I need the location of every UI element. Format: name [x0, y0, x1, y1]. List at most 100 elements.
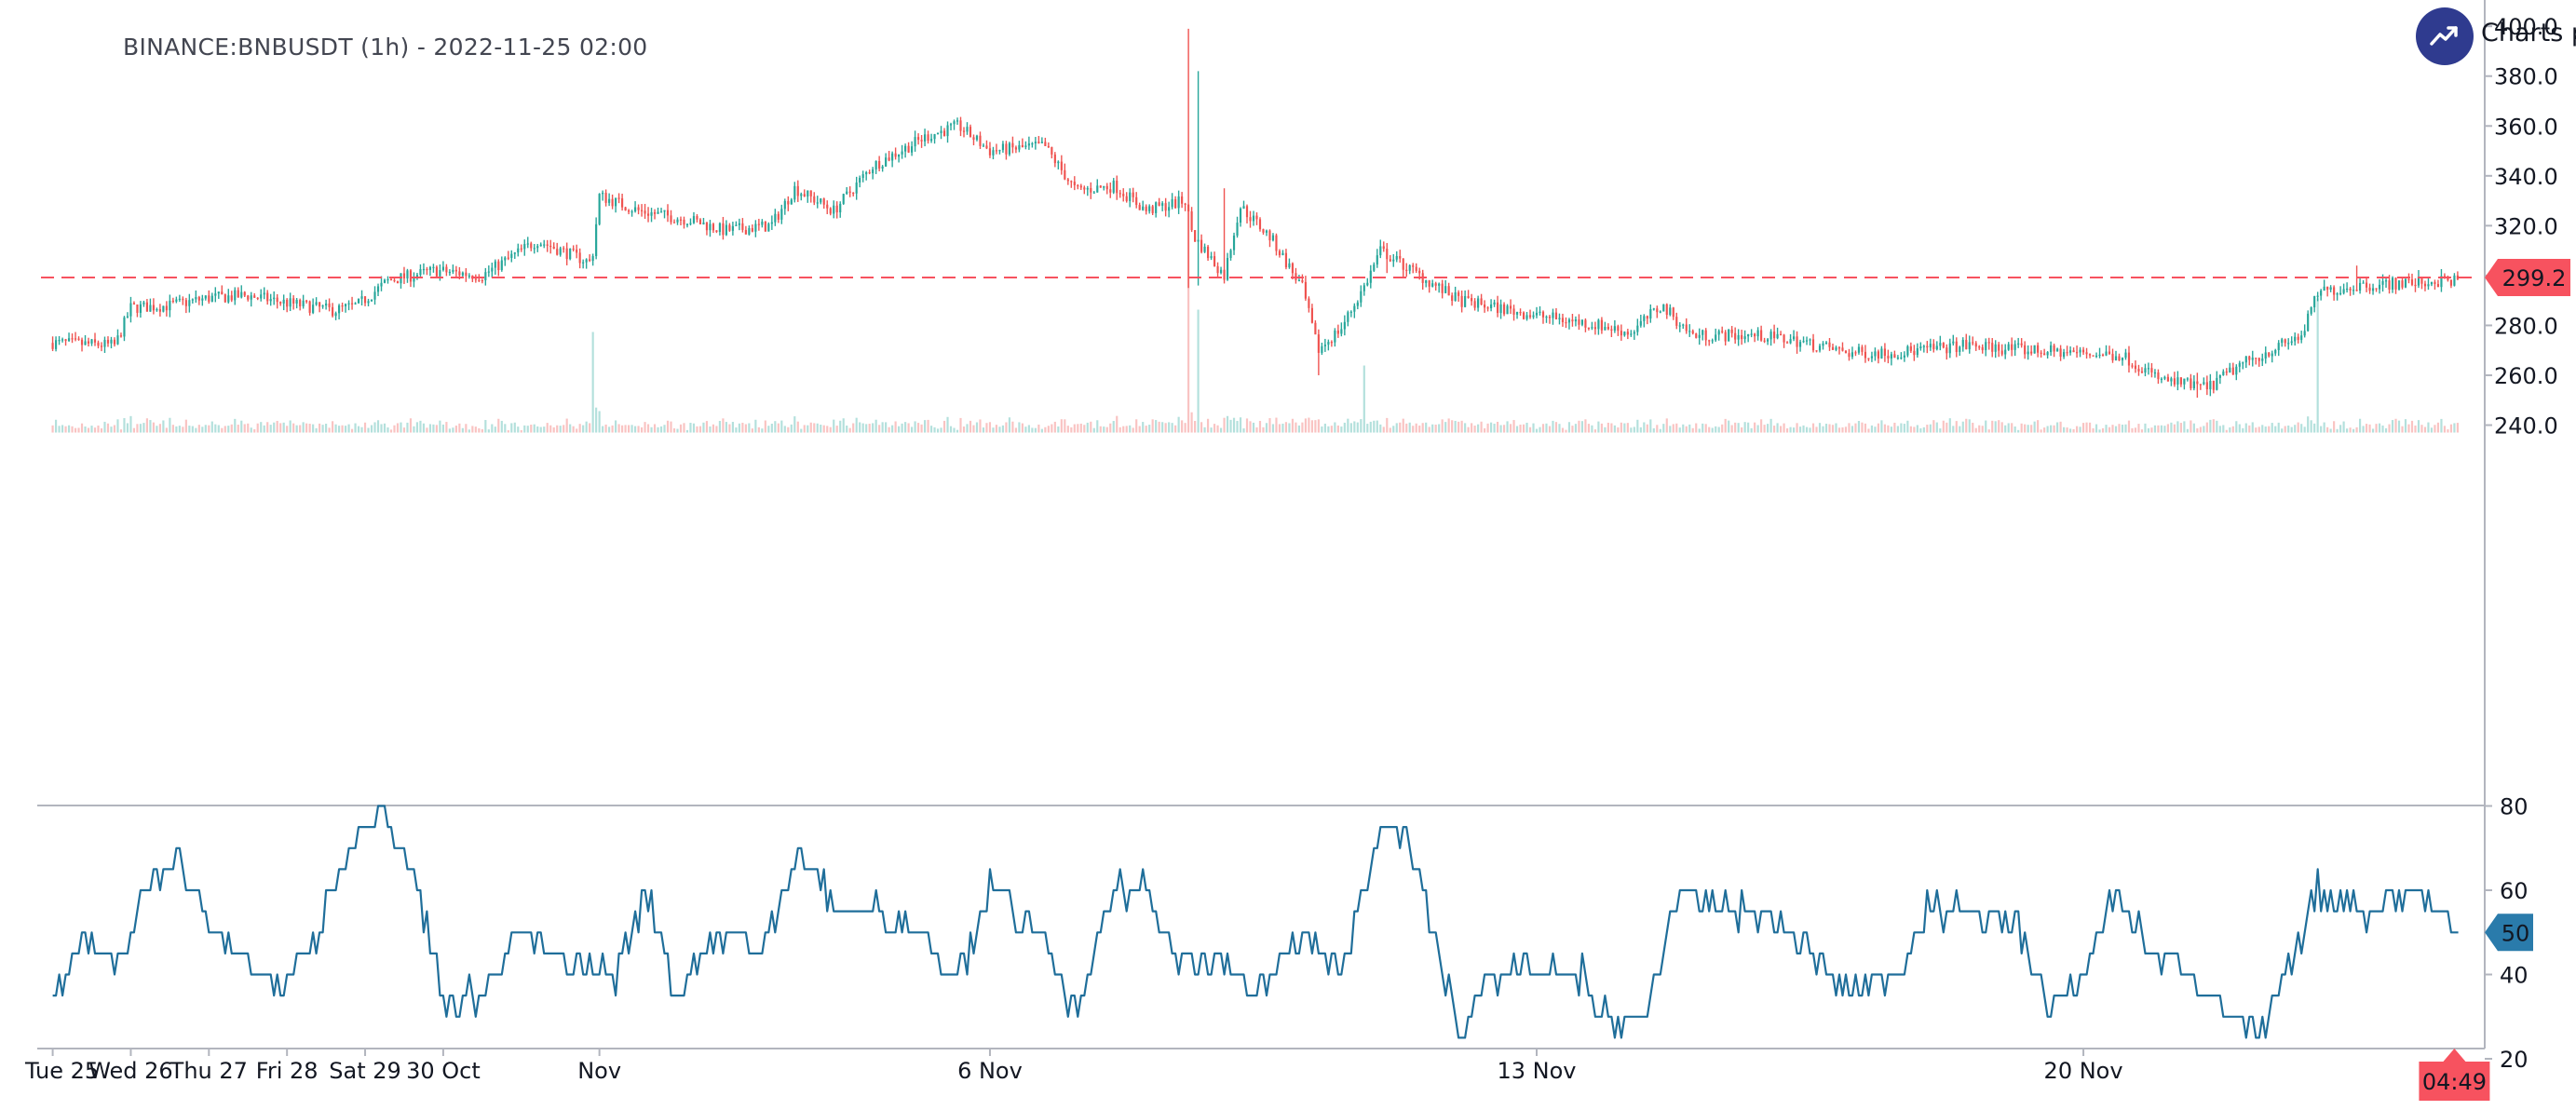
- candle-body: [1213, 256, 1216, 266]
- volume-bar: [354, 423, 357, 433]
- volume-bar: [1275, 417, 1278, 433]
- candle-body: [872, 169, 874, 174]
- volume-bar: [1916, 425, 1918, 433]
- candle-body: [350, 303, 354, 305]
- candle-body: [1978, 346, 1981, 348]
- volume-bar: [2307, 416, 2310, 433]
- volume-bar: [332, 421, 334, 433]
- candle-body: [582, 262, 585, 264]
- volume-bar: [240, 420, 243, 433]
- candle-body: [344, 304, 347, 306]
- candle-body: [953, 121, 956, 125]
- candle-body: [2336, 293, 2339, 295]
- volume-bar: [1607, 422, 1609, 433]
- candle-body: [722, 223, 725, 236]
- volume-bar: [2242, 427, 2244, 433]
- candle-body: [800, 194, 803, 196]
- candle-body: [2085, 352, 2088, 355]
- trend-up-icon[interactable]: [2416, 7, 2474, 65]
- candle-body: [201, 298, 204, 301]
- candle-body: [1405, 269, 1408, 271]
- volume-bar: [2199, 426, 2202, 433]
- volume-bar: [465, 424, 468, 433]
- candle-body: [2257, 358, 2260, 361]
- candle-body: [1223, 269, 1226, 280]
- candle-body: [305, 300, 308, 302]
- candle-body: [982, 145, 985, 147]
- volume-bar: [2284, 426, 2286, 433]
- volume-bar: [1512, 420, 1515, 433]
- volume-bar: [1213, 424, 1216, 433]
- candle-body: [1532, 315, 1535, 318]
- volume-bar: [670, 421, 672, 433]
- candle-body: [2066, 352, 2068, 354]
- candle-body: [1203, 246, 1206, 252]
- candle-body: [1151, 206, 1154, 213]
- candle-body: [2368, 287, 2371, 291]
- candle-body: [2333, 287, 2336, 295]
- candle-body: [1913, 350, 1916, 356]
- candle-body: [2414, 284, 2417, 287]
- candle-body: [576, 250, 578, 253]
- candle-body: [533, 248, 536, 250]
- volume-bar: [1366, 424, 1369, 433]
- candle-body: [1444, 286, 1447, 293]
- candle-body: [396, 280, 400, 284]
- volume-bar: [2391, 420, 2394, 433]
- candle-body: [1652, 308, 1655, 310]
- volume-bar: [1874, 426, 1877, 433]
- volume-bar: [2255, 427, 2257, 433]
- volume-bar: [1317, 419, 1320, 433]
- volume-bar: [1008, 417, 1011, 433]
- candle-body: [904, 145, 907, 152]
- volume-bar: [2268, 426, 2271, 433]
- candle-body: [549, 245, 552, 248]
- volume-bar: [2147, 427, 2150, 433]
- volume-bar: [1480, 421, 1483, 433]
- volume-bar: [1005, 422, 1008, 433]
- volume-bar: [1125, 426, 1128, 433]
- volume-bar: [1724, 418, 1727, 433]
- volume-bar: [1867, 428, 1870, 433]
- candle-body: [2251, 358, 2254, 360]
- candle-body: [920, 140, 923, 142]
- volume-bar: [1942, 420, 1945, 433]
- volume-bar: [1906, 420, 1909, 433]
- volume-bar: [1060, 419, 1063, 433]
- candle-body: [2268, 352, 2271, 357]
- volume-bar: [539, 426, 542, 433]
- volume-bar: [1301, 422, 1304, 433]
- volume-bar: [2111, 425, 2114, 433]
- candle-body: [1473, 301, 1476, 308]
- candle-body: [100, 345, 103, 347]
- candle-body: [1099, 185, 1102, 188]
- volume-bar: [1142, 422, 1145, 433]
- candle-body: [572, 248, 575, 250]
- candle-body: [1607, 326, 1609, 330]
- volume-bar: [865, 424, 868, 433]
- candle-body: [325, 303, 328, 306]
- candle-body: [865, 171, 868, 175]
- volume-bar: [1190, 412, 1193, 433]
- candle-body: [1135, 196, 1138, 206]
- candle-body: [315, 302, 318, 305]
- volume-bar: [644, 422, 646, 433]
- volume-bar: [380, 424, 383, 433]
- volume-bar: [2323, 422, 2325, 433]
- candle-body: [2079, 349, 2081, 353]
- volume-bar: [1747, 422, 1750, 433]
- candle-body: [1037, 142, 1040, 143]
- volume-bar: [2410, 420, 2414, 433]
- candle-body: [595, 223, 598, 257]
- candle-body: [861, 174, 864, 178]
- volume-bar: [1444, 422, 1447, 433]
- candle-body: [1662, 304, 1665, 312]
- volume-bar: [1691, 427, 1694, 433]
- volume-bar: [184, 419, 187, 433]
- volume-bar: [422, 423, 426, 433]
- candle-body: [1669, 307, 1672, 315]
- candle-body: [992, 150, 995, 156]
- candle-body: [546, 244, 549, 246]
